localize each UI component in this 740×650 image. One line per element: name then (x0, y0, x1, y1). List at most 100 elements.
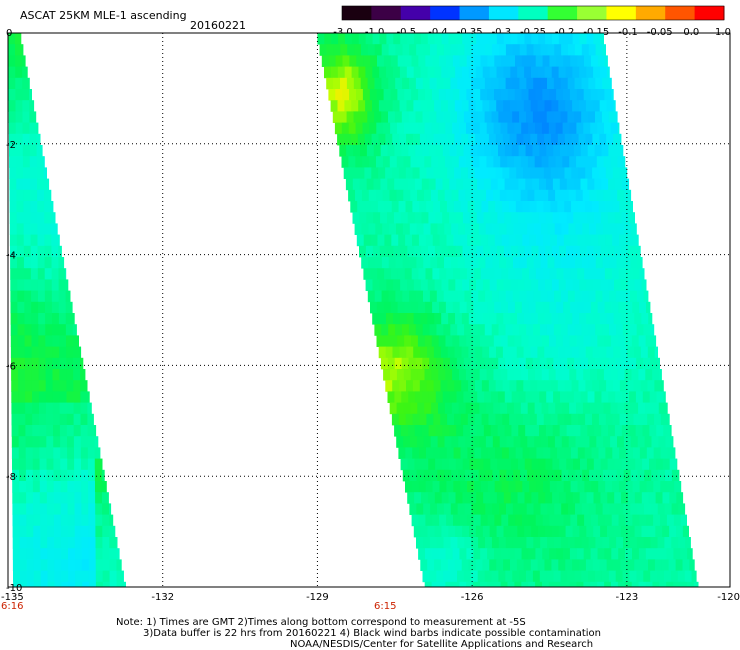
wind-cell (416, 44, 424, 56)
wind-cell (571, 346, 580, 359)
wind-cell (620, 279, 629, 291)
wind-cell (460, 481, 468, 493)
wind-cell (567, 537, 576, 549)
wind-cell (453, 447, 461, 459)
wind-cell (526, 503, 534, 515)
wind-cell (507, 156, 515, 168)
wind-cell (479, 581, 488, 588)
graticule (8, 33, 730, 587)
wind-cell (535, 548, 543, 560)
wind-cell (396, 189, 404, 202)
wind-cell (513, 436, 521, 448)
wind-cell (547, 44, 555, 56)
wind-cell (500, 156, 508, 168)
wind-cell (452, 301, 461, 314)
wind-cell (485, 436, 494, 448)
wind-cell (645, 581, 653, 588)
wind-cell (394, 178, 402, 191)
wind-cell (549, 55, 557, 67)
wind-cell (39, 402, 47, 415)
wind-cell (434, 245, 443, 258)
wind-cell (611, 548, 619, 560)
wind-cell (602, 469, 611, 482)
wind-cell (374, 44, 383, 56)
wind-cell (578, 380, 586, 392)
wind-cell (650, 324, 655, 336)
wind-cell (25, 469, 34, 482)
wind-cell (476, 33, 484, 45)
note-line-3: NOAA/NESDIS/Center for Satellite Applica… (290, 639, 593, 650)
wind-cell (415, 145, 423, 157)
wind-cell (589, 223, 597, 235)
wind-cell (360, 145, 368, 157)
wind-cell (25, 425, 33, 437)
wind-cell (546, 324, 555, 336)
wind-cell (578, 167, 586, 179)
wind-cell (555, 581, 564, 588)
wind-cell (432, 481, 440, 493)
wind-cell (584, 514, 592, 527)
wind-cell (58, 268, 66, 280)
wind-cell (68, 581, 76, 588)
wind-cell (521, 581, 529, 588)
wind-cell (511, 391, 519, 403)
wind-cell (539, 357, 547, 370)
wind-cell (16, 201, 24, 213)
wind-cell (498, 290, 507, 303)
wind-cell (430, 223, 438, 235)
wind-cell (357, 201, 365, 213)
wind-cell (52, 313, 60, 325)
wind-cell (613, 100, 616, 112)
wind-cell (87, 413, 94, 426)
wind-cell (527, 469, 535, 482)
wind-cell (630, 469, 638, 482)
wind-cell (457, 44, 465, 56)
wind-cell (561, 503, 569, 515)
wind-cell (9, 167, 17, 179)
wind-cell (552, 245, 560, 258)
wind-cell (517, 313, 525, 325)
wind-cell (557, 413, 565, 426)
wind-cell (603, 156, 611, 168)
wind-cell (65, 290, 71, 303)
wind-cell (532, 357, 540, 370)
wind-cell (572, 33, 580, 45)
wind-cell (535, 268, 544, 280)
wind-cell (582, 436, 590, 448)
wind-cell (686, 581, 695, 588)
wind-cell (73, 346, 81, 359)
wind-cell (604, 89, 612, 101)
wind-cell (67, 514, 75, 527)
wind-cell (19, 525, 27, 538)
wind-cell (399, 313, 408, 325)
wind-cell (548, 189, 556, 202)
wind-cell (402, 44, 410, 56)
wind-cell (74, 447, 82, 459)
wind-cell (479, 436, 487, 448)
wind-cell (31, 335, 39, 347)
wind-cell (481, 167, 489, 179)
wind-cell (507, 89, 516, 101)
wind-cell (664, 570, 672, 583)
wind-cell (44, 189, 52, 202)
wind-cell (448, 492, 456, 504)
wind-cell (591, 268, 599, 280)
wind-cell (80, 425, 88, 437)
wind-cell (109, 525, 116, 538)
wind-cell (17, 279, 25, 291)
wind-cell (606, 66, 610, 79)
wind-cell (631, 581, 639, 588)
wind-cell (87, 425, 95, 437)
wind-cell (435, 425, 443, 437)
wind-cell (538, 492, 546, 504)
wind-cell (616, 290, 624, 303)
wind-cell (423, 436, 432, 448)
wind-cell (617, 122, 620, 135)
wind-cell (433, 201, 441, 213)
wind-cell (608, 357, 616, 370)
wind-cell (691, 570, 697, 583)
wind-cell (482, 313, 490, 325)
wind-cell (25, 447, 33, 459)
wind-cell (562, 369, 570, 381)
wind-cell (500, 122, 508, 135)
